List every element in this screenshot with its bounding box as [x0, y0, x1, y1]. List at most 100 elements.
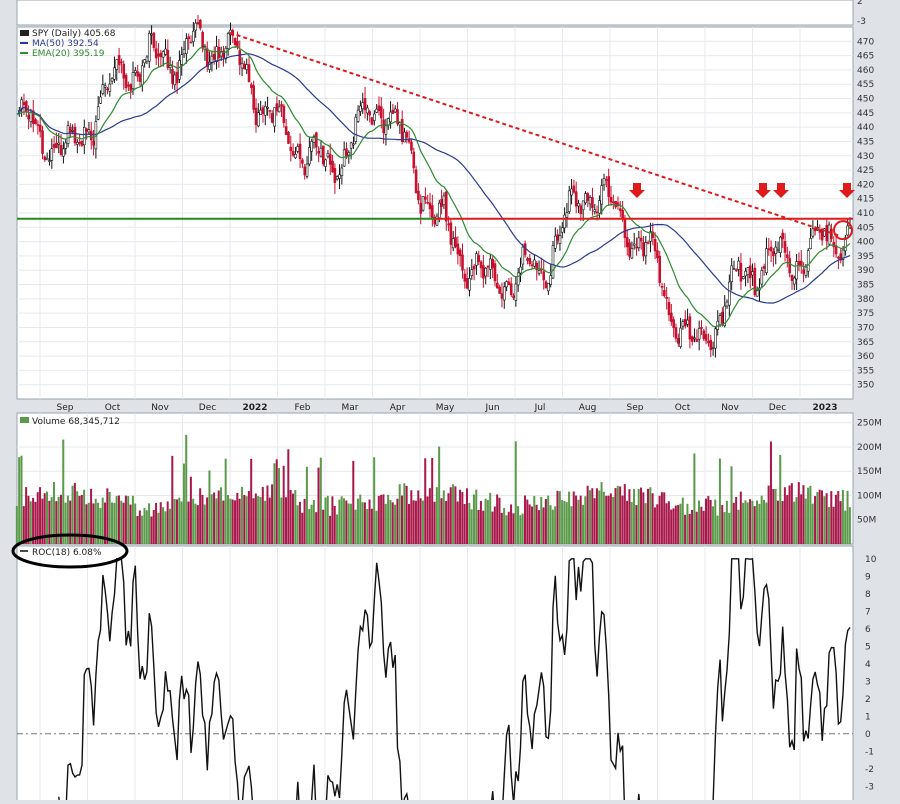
volume-bar — [359, 494, 362, 544]
volume-bar — [289, 489, 292, 544]
candle-body — [417, 190, 420, 201]
candle-body — [737, 260, 740, 270]
volume-bar — [811, 503, 814, 544]
candle-body — [208, 61, 211, 70]
volume-bar — [477, 509, 480, 544]
volume-bar — [317, 467, 320, 544]
x-tick-label-8: May — [436, 403, 455, 413]
candle-body — [765, 248, 768, 273]
volume-bar — [776, 500, 779, 544]
legend-ema20: EMA(20) 395.19 — [32, 49, 105, 59]
candle-body — [600, 185, 604, 205]
candle-body — [96, 106, 100, 120]
volume-bar — [319, 457, 322, 544]
volume-bar — [438, 446, 441, 544]
volume-bar — [213, 492, 216, 544]
volume-bar — [547, 495, 550, 544]
candle-body — [80, 140, 84, 146]
volume-bar — [275, 459, 278, 544]
candle-body — [349, 142, 353, 149]
vol-y-tick-0: 50M — [857, 516, 876, 526]
candle-body — [572, 185, 576, 193]
candle-body — [584, 193, 587, 204]
candle-body — [818, 229, 822, 233]
price-y-tick-21: 455 — [857, 80, 874, 90]
volume-bar — [247, 490, 250, 544]
volume-bar — [517, 506, 520, 544]
candle-body — [45, 157, 49, 161]
volume-bar — [642, 492, 645, 544]
volume-bar — [101, 497, 104, 544]
candle-body — [129, 84, 132, 91]
candle-body — [440, 199, 443, 207]
volume-bar — [370, 508, 373, 544]
volume-bar — [646, 488, 649, 544]
price-y-tick-24: 470 — [857, 37, 874, 47]
volume-bar — [714, 499, 717, 544]
volume-bar — [322, 509, 325, 544]
volume-bar — [113, 502, 116, 544]
candle-body — [326, 152, 330, 157]
candle-body — [127, 84, 130, 87]
volume-bar — [730, 466, 733, 544]
candle-body — [695, 339, 699, 342]
price-y-tick-23: 465 — [857, 52, 874, 62]
volume-bar — [626, 500, 629, 544]
candle-body — [185, 38, 188, 54]
volume-bar — [294, 490, 297, 544]
candle-body — [424, 196, 427, 200]
candle-body — [498, 286, 501, 294]
volume-bar — [94, 498, 97, 544]
volume-bar — [78, 495, 81, 544]
candle-body — [549, 275, 552, 285]
candle-body — [347, 152, 351, 156]
candle-body — [342, 149, 346, 167]
roc-y-tick-1: -3 — [865, 782, 874, 792]
volume-bar — [674, 505, 677, 544]
candle-body — [59, 144, 63, 155]
volume-bar — [291, 493, 294, 544]
volume-bar — [802, 485, 805, 544]
volume-bar — [97, 502, 100, 544]
volume-bar — [549, 505, 552, 544]
candle-body — [718, 315, 722, 325]
candle-body — [693, 337, 696, 340]
candle-body — [697, 327, 701, 340]
candle-body — [674, 327, 678, 339]
volume-bar — [837, 491, 840, 544]
volume-bar — [252, 498, 255, 544]
volume-bar — [820, 490, 824, 544]
candle-body — [134, 70, 137, 73]
volume-bar — [25, 487, 28, 544]
candle-body — [574, 191, 578, 207]
candle-body — [298, 143, 302, 159]
candle-body — [396, 109, 399, 125]
candle-body — [690, 336, 694, 342]
candle-body — [612, 201, 615, 204]
candle-body — [62, 148, 65, 157]
candle-body — [55, 142, 58, 149]
volume-bar — [442, 490, 445, 544]
volume-bar — [222, 500, 225, 544]
candle-body — [115, 59, 119, 70]
volume-bar — [681, 497, 684, 544]
volume-bar — [542, 507, 545, 544]
volume-bar — [635, 505, 638, 544]
candle-body — [433, 217, 436, 225]
candle-body — [623, 218, 627, 239]
volume-bar — [208, 470, 211, 544]
volume-bar — [619, 486, 622, 544]
candle-body — [196, 22, 200, 25]
candle-body — [301, 159, 304, 164]
candle-body — [375, 108, 378, 113]
volume-bar — [672, 508, 675, 544]
candle-body — [356, 109, 360, 122]
price-y-tick-13: 415 — [857, 195, 874, 205]
volume-bar — [282, 465, 285, 544]
roc-y-tick-7: 3 — [865, 677, 871, 687]
volume-bar — [421, 500, 424, 544]
volume-bar — [568, 491, 571, 544]
volume-bar — [558, 491, 561, 544]
candle-body — [182, 49, 186, 55]
